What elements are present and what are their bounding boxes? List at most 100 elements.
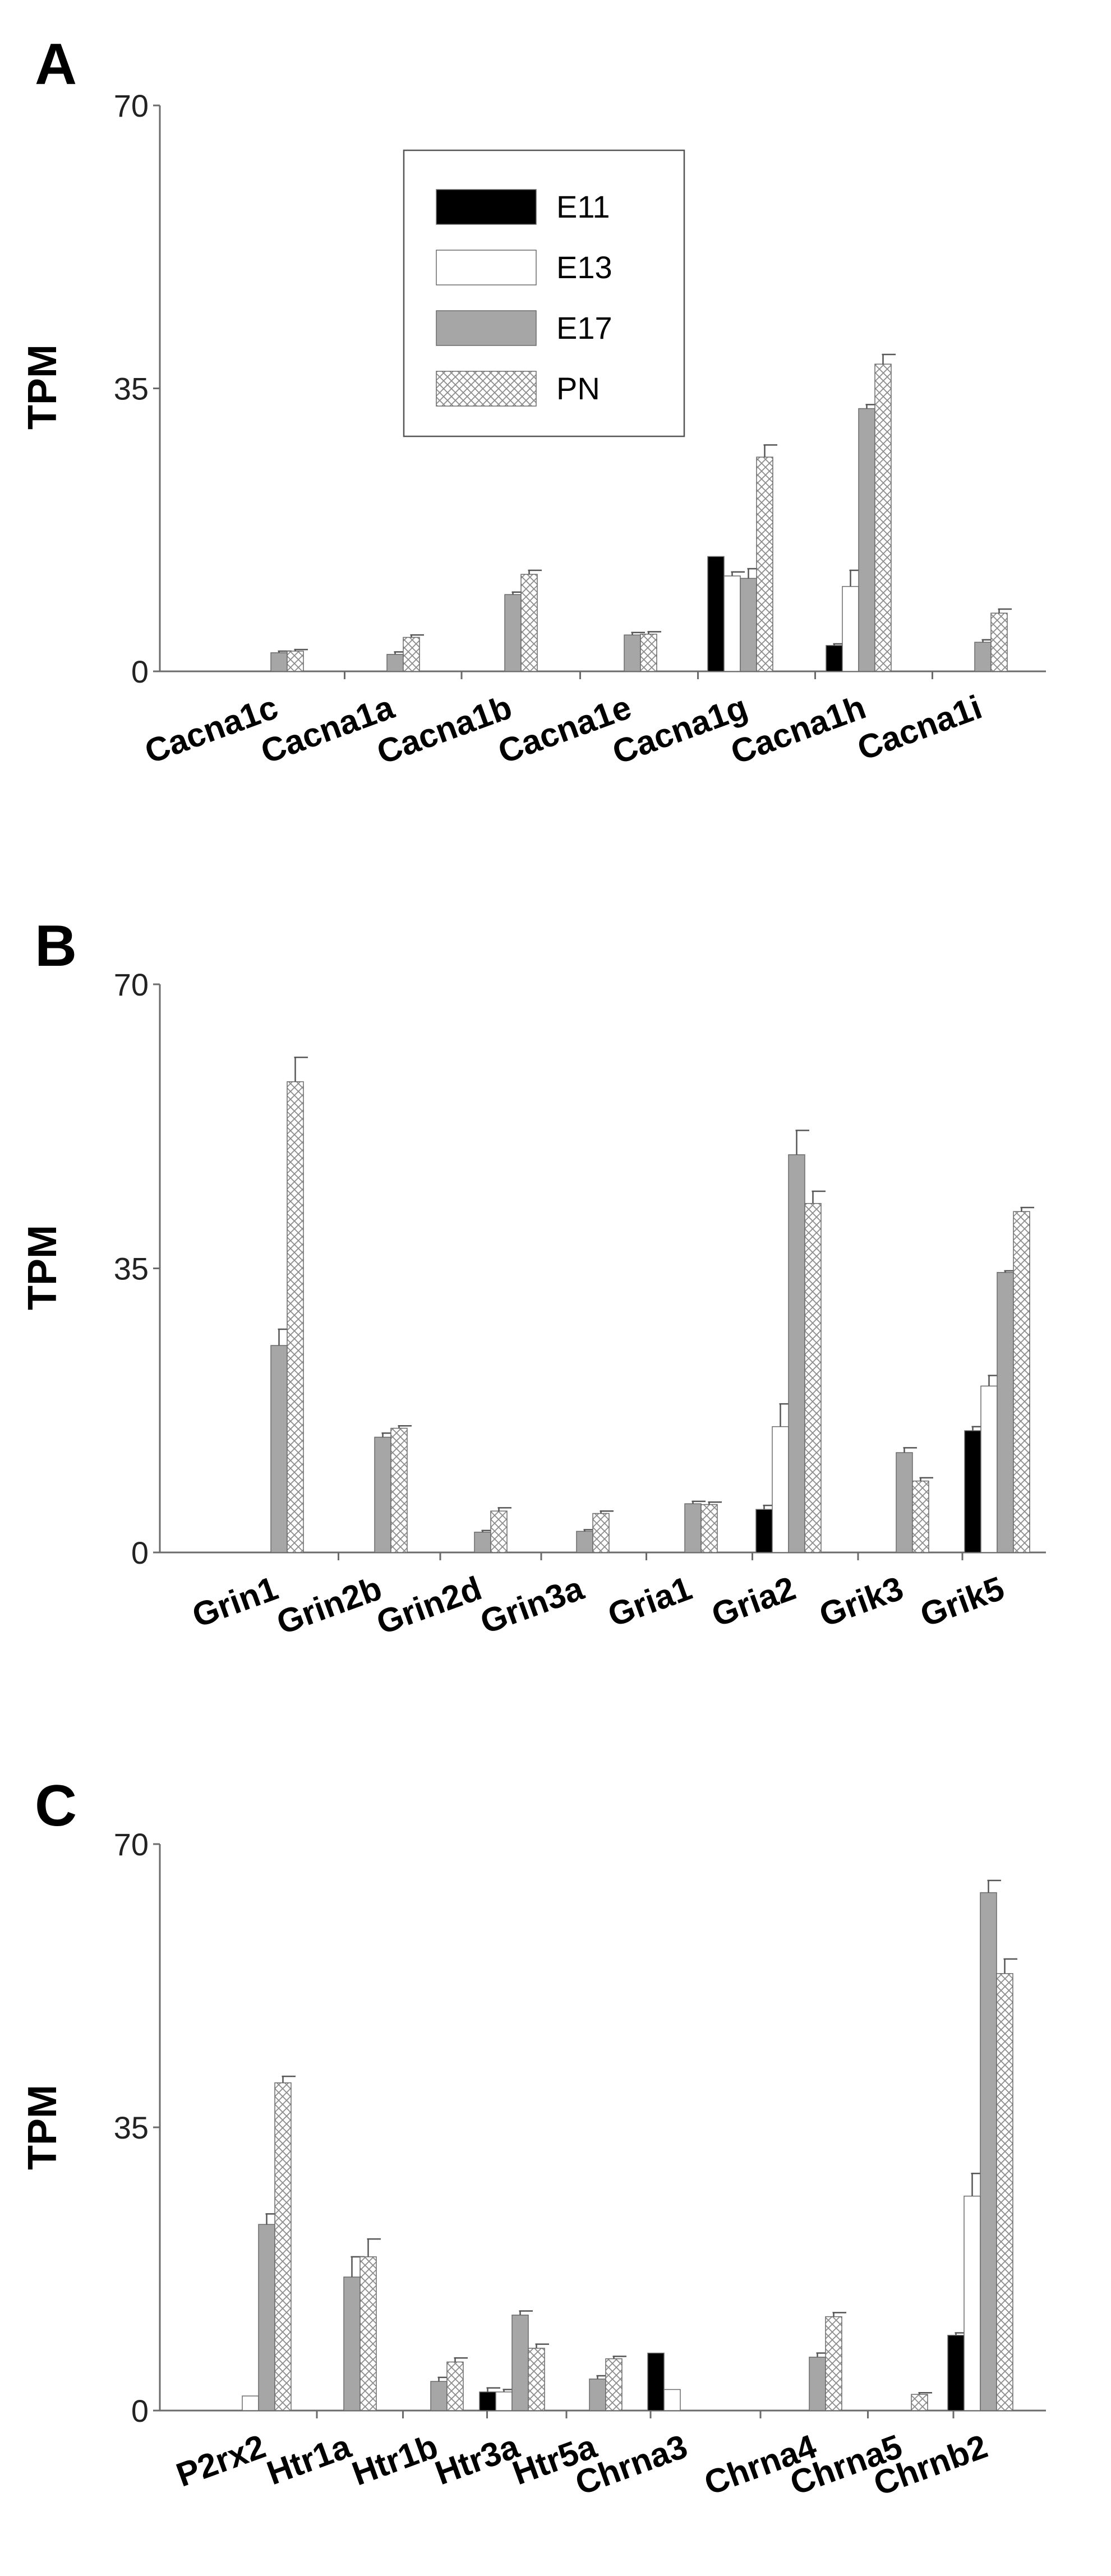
legend-label-E17: E17 (556, 310, 612, 345)
bar-E17-Cacna1c (270, 652, 288, 672)
legend-swatch-E17 (436, 310, 537, 346)
x-tick-label: P2rx2 (172, 2427, 271, 2494)
x-tick-label: Grin1 (187, 1569, 283, 1635)
bar-PN-Chrnb2 (996, 1973, 1013, 2411)
bar-PN-Grik5 (1013, 1211, 1030, 1553)
x-tick-label: Cacna1h (726, 688, 870, 772)
x-tick-label: Grik3 (814, 1569, 908, 1634)
y-axis-label: TPM (20, 1225, 65, 1310)
bar-E11-Chrna3 (647, 2352, 665, 2411)
bar-E13-Htr3a (495, 2391, 513, 2411)
x-tick-label: Grin2d (372, 1569, 487, 1642)
bar-PN-Grik3 (912, 1480, 929, 1553)
y-axis-label: TPM (20, 344, 65, 430)
bar-PN-Cacna1b (520, 574, 538, 672)
bar-E17-Htr3a (511, 2314, 529, 2411)
bar-PN-Htr1a (359, 2256, 377, 2411)
x-tick-label: Cacna1i (852, 688, 986, 768)
x-tick-label: Cacna1e (493, 688, 636, 771)
legend-label-E11: E11 (556, 189, 610, 224)
y-tick-label: 0 (131, 654, 149, 689)
x-tick-label: Gria2 (707, 1569, 800, 1634)
legend-swatch-PN (436, 371, 537, 407)
bar-E11-Grik5 (964, 1430, 981, 1553)
bar-PN-Cacna1i (990, 612, 1008, 672)
legend-swatch-E13 (436, 250, 537, 285)
legend: E11 E13 E17 PN (403, 149, 685, 437)
legend-label-PN: PN (556, 371, 600, 406)
bar-E11-Chrnb2 (947, 2335, 965, 2411)
bar-PN-Cacna1c (287, 651, 304, 672)
y-axis-label: TPM (20, 2085, 65, 2170)
bar-E13-Chrnb2 (964, 2195, 981, 2411)
bar-E11-Cacna1g (707, 556, 725, 672)
bar-E17-Htr1b (430, 2381, 448, 2411)
bar-E11-Htr3a (479, 2391, 496, 2411)
panel-letter: A (35, 32, 77, 97)
panel-letter: B (35, 914, 77, 979)
x-tick-label: Cacna1c (140, 688, 283, 771)
bar-PN-P2rx2 (274, 2082, 292, 2411)
bar-PN-Grin2b (390, 1427, 408, 1553)
y-tick-label: 35 (114, 2110, 149, 2145)
legend-swatch-E11 (436, 189, 537, 225)
x-tick-label: Grin3a (476, 1569, 589, 1641)
x-tick-label: Cacna1g (607, 688, 752, 772)
bar-PN-Gria1 (700, 1504, 718, 1553)
bar-E13-P2rx2 (242, 2395, 259, 2411)
bar-PN-Gria2 (804, 1202, 822, 1553)
panel-A: ATPM03570Cacna1cCacna1aCacna1bCacna1eCac… (20, 32, 1046, 771)
bar-E17-Grin3a (576, 1531, 593, 1553)
bar-E17-Grik5 (997, 1271, 1014, 1553)
bar-PN-Chrna4 (825, 2316, 842, 2411)
bar-PN-Chrna5 (911, 2394, 928, 2411)
y-tick-label: 0 (131, 1535, 149, 1570)
bar-E13-Cacna1h (842, 586, 859, 672)
panel-letter: C (35, 1773, 77, 1838)
bar-PN-Grin3a (592, 1513, 610, 1553)
bar-E13-Gria2 (772, 1426, 789, 1553)
bar-E17-Grik3 (896, 1452, 913, 1553)
bar-E17-Cacna1a (386, 653, 404, 672)
bar-E17-Gria2 (788, 1154, 805, 1553)
y-tick-label: 0 (131, 2393, 149, 2428)
bar-E17-Cacna1g (740, 578, 757, 672)
bar-PN-Cacna1a (403, 637, 420, 672)
bar-E17-P2rx2 (258, 2224, 275, 2411)
bar-E17-Grin2b (374, 1436, 391, 1553)
bar-E17-Cacna1i (974, 642, 992, 672)
bar-E11-Cacna1h (826, 645, 843, 672)
bar-E17-Chrna4 (809, 2357, 826, 2411)
x-tick-label: Cacna1b (372, 688, 517, 772)
y-tick-label: 70 (114, 88, 149, 123)
bar-PN-Cacna1e (640, 633, 657, 672)
bar-PN-Htr1b (446, 2361, 464, 2411)
bar-E17-Gria1 (684, 1503, 702, 1553)
bar-E11-Gria2 (755, 1509, 773, 1553)
x-tick-label: Grin2b (272, 1569, 387, 1642)
bar-E13-Chrna3 (663, 2389, 681, 2411)
y-tick-label: 70 (114, 1827, 149, 1862)
bar-E17-Htr5a (589, 2378, 606, 2411)
legend-label-E13: E13 (556, 250, 612, 285)
bar-PN-Grin2d (490, 1510, 508, 1553)
bar-PN-Cacna1g (756, 457, 773, 672)
bar-E17-Cacna1h (858, 408, 875, 672)
x-tick-label: Htr1a (262, 2427, 356, 2492)
bar-E17-Htr1a (343, 2277, 361, 2411)
bar-PN-Grin1 (287, 1081, 304, 1553)
bar-E17-Grin1 (270, 1345, 288, 1553)
bar-E17-Grin2d (474, 1532, 491, 1553)
y-tick-label: 35 (114, 1251, 149, 1287)
y-tick-label: 70 (114, 967, 149, 1002)
x-tick-label: Grik5 (915, 1569, 1009, 1634)
bar-E17-Cacna1e (624, 634, 641, 672)
y-tick-label: 35 (114, 371, 149, 407)
x-tick-label: Cacna1a (256, 688, 399, 771)
bar-PN-Htr5a (605, 2358, 623, 2411)
bar-E17-Chrnb2 (980, 1892, 997, 2411)
bar-PN-Htr3a (528, 2348, 545, 2411)
bar-PN-Cacna1h (874, 363, 892, 672)
